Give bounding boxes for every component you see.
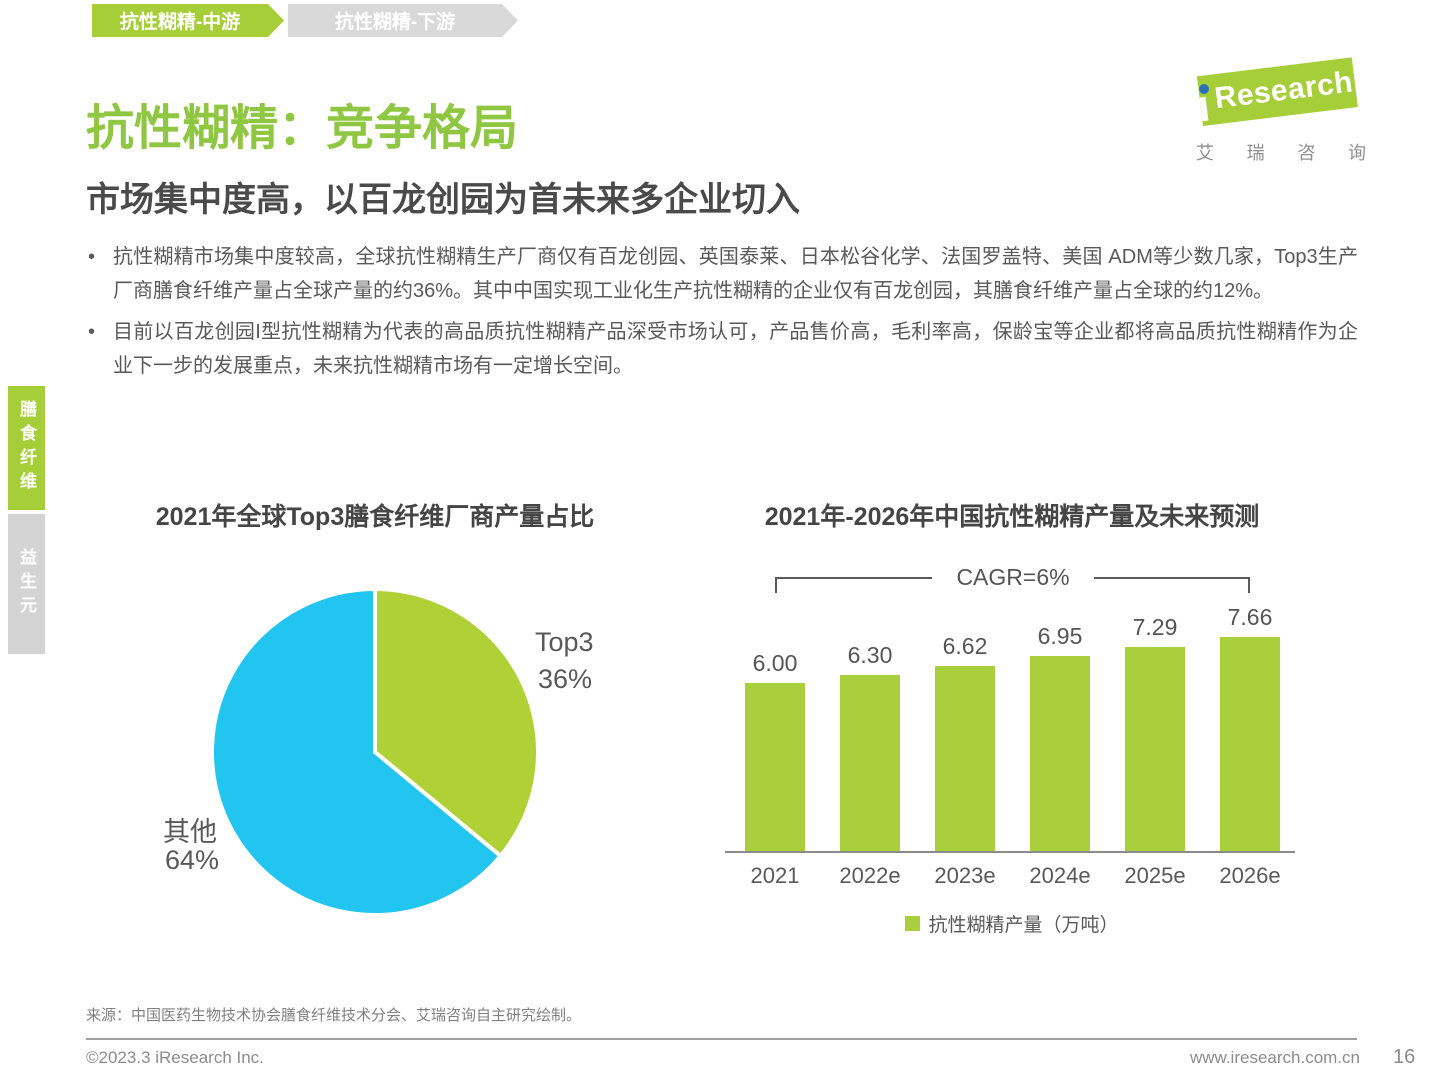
cagr-bracket-tick xyxy=(775,577,777,593)
page-title: 抗性糊精：竞争格局 xyxy=(86,102,519,155)
sidebar-tab-label: 益生元 xyxy=(17,548,36,620)
pie-slice-label-top3: Top3 xyxy=(535,627,594,657)
bar-value-label: 7.66 xyxy=(1227,603,1273,630)
cagr-annotation: CAGR=6% xyxy=(956,564,1070,590)
bar-chart-title: 2021年-2026年中国抗性糊精产量及未来预测 xyxy=(764,503,1260,531)
bar-chart-legend: 抗性糊精产量（万吨） xyxy=(692,910,1332,937)
pie-chart-title: 2021年全球Top3膳食纤维厂商产量占比 xyxy=(155,503,595,531)
bar-2024e xyxy=(1030,656,1090,851)
logo-chinese-name: 艾 瑞 咨 询 xyxy=(1196,139,1366,165)
bar-2023e xyxy=(935,665,995,851)
legend-label: 抗性糊精产量（万吨） xyxy=(928,915,1119,936)
pie-slice-label-other: 其他 xyxy=(163,817,217,847)
pie-chart-section: 2021年全球Top3膳食纤维厂商产量占比 Top3 36% 其他 64% xyxy=(86,497,664,967)
pie-slice-pct-top3: 36% xyxy=(538,664,593,694)
logo-cn-char: 艾 xyxy=(1196,143,1214,163)
source-note: 来源：中国医药生物技术协会膳食纤维技术分会、艾瑞咨询自主研究绘制。 xyxy=(86,1007,582,1024)
bar-value-label: 6.30 xyxy=(847,641,893,668)
page-number: 16 xyxy=(1393,1046,1416,1068)
sidebar-tab-prebiotics[interactable]: 益生元 xyxy=(8,514,45,654)
footer-copyright: ©2023.3 iResearch Inc. xyxy=(86,1048,264,1067)
footer-divider xyxy=(86,1038,1357,1040)
bar-value-label: 6.00 xyxy=(752,650,798,676)
x-axis-tick-label: 2026e xyxy=(1219,863,1281,888)
logo-green-shape: Research xyxy=(1196,57,1358,126)
x-axis-tick-label: 2021 xyxy=(750,863,800,888)
sidebar-tab-label: 膳食纤维 xyxy=(17,400,36,496)
breadcrumb-tab-label: 抗性糊精-中游 xyxy=(119,12,241,33)
bar-value-label: 6.95 xyxy=(1037,623,1083,650)
breadcrumb-tab-label: 抗性糊精-下游 xyxy=(334,12,456,33)
bullet-item: 抗性糊精市场集中度较高，全球抗性糊精生产厂商仅有百龙创园、英国泰莱、日本松谷化学… xyxy=(86,240,1358,308)
pie-slice-pct-other: 64% xyxy=(165,845,220,875)
legend-swatch-icon xyxy=(905,916,921,931)
breadcrumb-tab-downstream[interactable]: 抗性糊精-下游 xyxy=(288,4,518,37)
bullet-item: 目前以百龙创园I型抗性糊精为代表的高品质抗性糊精产品深受市场认可，产品售价高，毛… xyxy=(86,315,1358,383)
logo-cn-char: 询 xyxy=(1347,143,1366,163)
sidebar-tab-dietary-fiber[interactable]: 膳食纤维 xyxy=(8,386,45,510)
x-axis-tick-label: 2022e xyxy=(839,863,901,888)
bar-chart: CAGR=6% 6.00 2021 6.30 2022e 6.62 2023e 6.95 20… xyxy=(692,497,1332,967)
logo-i-dot-icon xyxy=(1199,84,1209,94)
bar-value-label: 7.29 xyxy=(1132,613,1178,640)
bar-2022e xyxy=(840,674,900,851)
bar-2026e xyxy=(1220,636,1280,851)
pie-chart xyxy=(210,587,540,917)
x-axis-tick-label: 2025e xyxy=(1124,863,1186,888)
bar-2025e xyxy=(1125,646,1185,851)
bar-2021 xyxy=(745,683,805,851)
x-axis-tick-label: 2023e xyxy=(934,863,996,888)
logo-cn-char: 瑞 xyxy=(1246,143,1265,163)
cagr-bracket-tick xyxy=(1248,577,1250,593)
bar-chart-section: 2021年-2026年中国抗性糊精产量及未来预测 CAGR=6% 6.00 202… xyxy=(692,497,1332,967)
logo-brand-text: Research xyxy=(1212,65,1355,116)
cagr-bracket-line xyxy=(775,577,932,579)
page-subtitle: 市场集中度高，以百龙创园为首未来多企业切入 xyxy=(86,181,800,219)
pie-slice xyxy=(210,587,503,917)
bar-value-label: 6.62 xyxy=(942,632,988,659)
cagr-bracket-line xyxy=(1094,577,1250,579)
x-axis-tick-label: 2024e xyxy=(1029,863,1091,888)
bullet-list: 抗性糊精市场集中度较高，全球抗性糊精生产厂商仅有百龙创园、英国泰莱、日本松谷化学… xyxy=(86,240,1358,390)
breadcrumb-tab-midstream[interactable]: 抗性糊精-中游 xyxy=(92,4,284,37)
pie-slice xyxy=(373,587,540,858)
x-axis-line xyxy=(725,851,1295,853)
logo-cn-char: 咨 xyxy=(1297,143,1316,163)
footer-website: www.iresearch.com.cn xyxy=(1189,1048,1360,1067)
